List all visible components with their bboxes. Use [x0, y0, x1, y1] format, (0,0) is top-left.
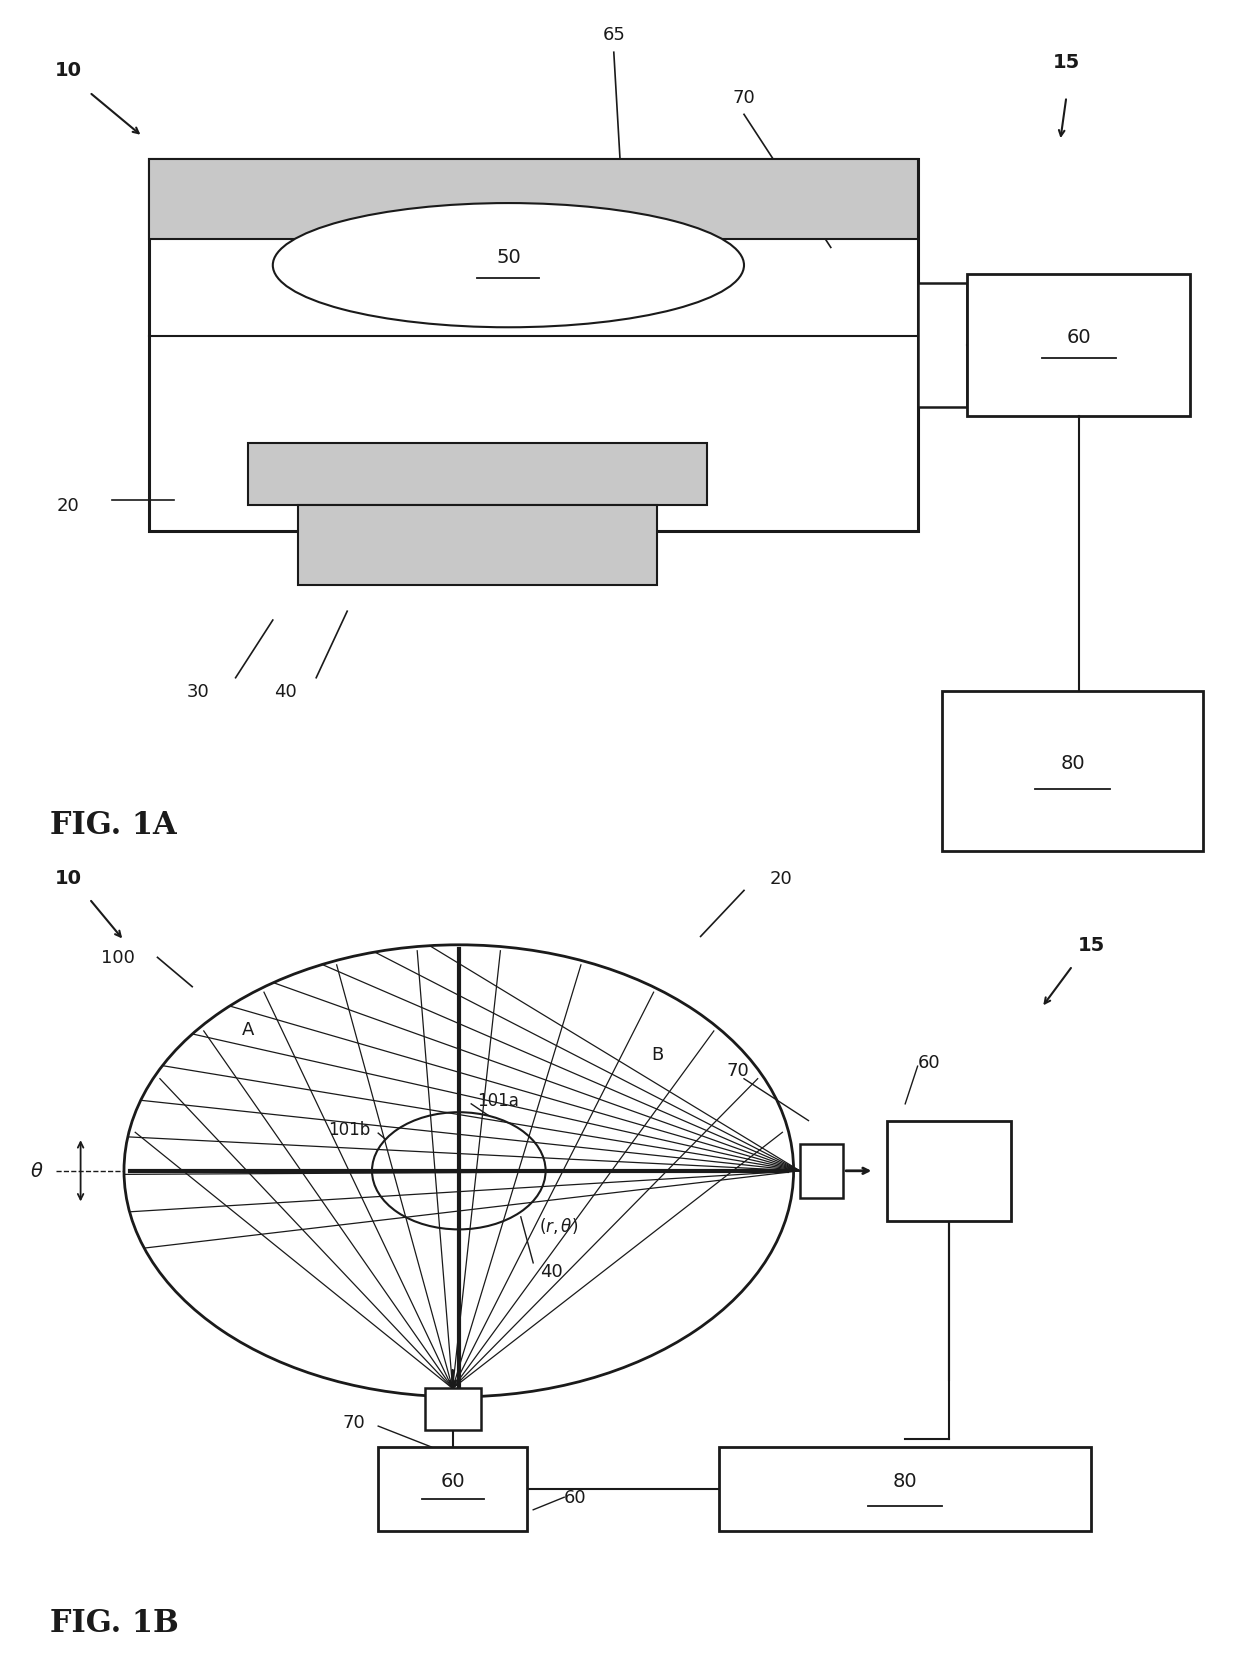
Text: 15: 15	[1078, 935, 1105, 955]
Text: B: B	[651, 1046, 663, 1062]
Text: 70: 70	[342, 1414, 365, 1430]
Bar	[298, 505, 657, 586]
Text: FIG. 1B: FIG. 1B	[50, 1608, 179, 1638]
Text: 50: 50	[496, 248, 521, 266]
Text: 101b: 101b	[329, 1121, 371, 1138]
Text: 60: 60	[1066, 328, 1091, 346]
Text: 30: 30	[187, 683, 210, 701]
Bar	[918, 284, 967, 408]
Text: 65: 65	[603, 27, 625, 45]
Text: FIG. 1A: FIG. 1A	[50, 810, 176, 840]
Bar	[942, 691, 1203, 852]
Text: $\theta$: $\theta$	[30, 1161, 43, 1181]
Text: 60: 60	[918, 1054, 940, 1071]
Text: 70: 70	[727, 1062, 749, 1079]
Text: 10: 10	[55, 868, 82, 888]
Text: 60: 60	[440, 1471, 465, 1491]
Text: 20: 20	[57, 497, 79, 514]
Text: 15: 15	[1053, 52, 1080, 72]
Bar	[378, 1447, 527, 1531]
Bar	[967, 274, 1190, 417]
Ellipse shape	[273, 204, 744, 328]
Bar	[719, 1447, 1091, 1531]
Text: 80: 80	[1060, 753, 1085, 771]
Text: 20: 20	[770, 870, 792, 887]
Text: 80: 80	[893, 1471, 918, 1491]
Text: 40: 40	[541, 1263, 563, 1280]
Text: 70: 70	[733, 89, 755, 107]
Circle shape	[124, 945, 794, 1397]
Text: 40: 40	[274, 683, 296, 701]
Circle shape	[372, 1113, 546, 1230]
Text: 60: 60	[564, 1489, 587, 1506]
Text: 10: 10	[55, 62, 82, 80]
Bar	[800, 1144, 843, 1198]
Text: A: A	[242, 1021, 254, 1037]
Bar	[149, 159, 918, 239]
Bar	[149, 159, 918, 532]
Bar	[248, 443, 707, 505]
Bar	[887, 1121, 1011, 1221]
Text: 101a: 101a	[477, 1091, 520, 1109]
Text: 100: 100	[100, 949, 135, 967]
Bar	[424, 1389, 481, 1430]
Text: $(r, \theta)$: $(r, \theta)$	[539, 1216, 579, 1235]
